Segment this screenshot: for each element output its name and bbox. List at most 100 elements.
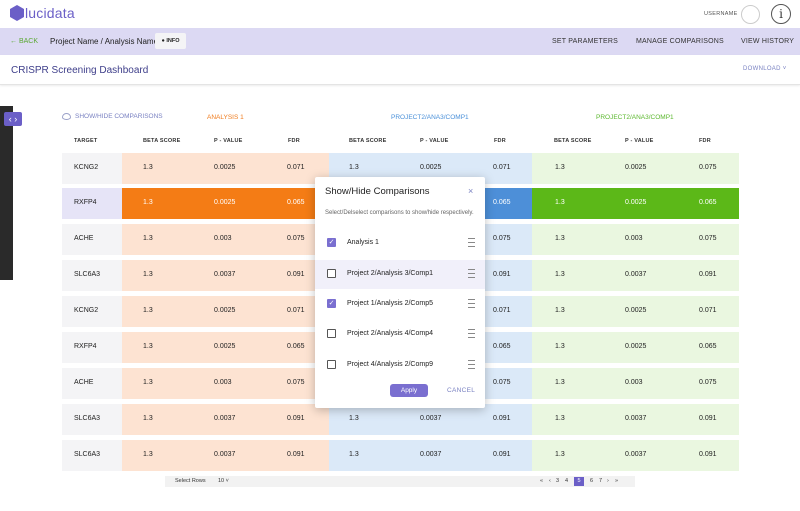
cancel-button[interactable]: CANCEL [447, 387, 476, 394]
cell-value: 1.3 [555, 415, 565, 422]
comparison-item[interactable]: ✓ Project 1/Analysis 2/Comp5 [315, 290, 485, 319]
checkbox-checked[interactable]: ✓ [327, 238, 336, 247]
cell-value: 0.0037 [625, 271, 647, 278]
cell-value: 1.3 [349, 451, 359, 458]
page-button[interactable]: 7 [599, 478, 603, 484]
dialog-description: Select/Delselect comparisons to show/hid… [325, 210, 474, 216]
column-header[interactable]: P - VALUE [625, 138, 654, 144]
drag-handle-icon[interactable] [468, 238, 475, 248]
comparison-label: Project 2/Analysis 3/Comp1 [347, 270, 433, 277]
cell-value: 1.3 [143, 235, 153, 242]
comparison-item[interactable]: Project 2/Analysis 3/Comp1 [315, 260, 485, 289]
column-header[interactable]: TARGET [74, 138, 98, 144]
page-button[interactable]: 3 [556, 478, 560, 484]
cell-value: 0.0025 [625, 199, 647, 206]
table-row[interactable]: SLC6A3 1.3 0.0037 0.091 1.3 0.0037 0.091 1.3 0.0… [62, 404, 739, 435]
cell-value: 0.0025 [214, 164, 236, 171]
drag-handle-icon[interactable] [468, 360, 475, 370]
column-header[interactable]: BETA SCORE [554, 138, 592, 144]
nav-bar: ← BACK Project Name / Analysis Name ● IN… [0, 28, 800, 55]
avatar[interactable] [741, 5, 760, 24]
value-cell: 0.0025 [191, 188, 259, 219]
value-cell: 1.3 [122, 368, 191, 399]
cell-value: 1.3 [143, 415, 153, 422]
target-cell: RXFP4 [62, 188, 122, 219]
first-page-button[interactable]: « [540, 478, 544, 484]
cell-value: 0.065 [699, 343, 717, 350]
value-cell: 1.3 [122, 404, 191, 435]
info-button[interactable]: ● INFO [155, 33, 186, 49]
drag-handle-icon[interactable] [468, 299, 475, 309]
group-header-comparison-green: PROJECT2/ANA3/COMP1 [596, 114, 674, 121]
cell-value: 1.3 [555, 271, 565, 278]
value-cell: 0.003 [600, 224, 669, 255]
value-cell: 1.3 [532, 332, 600, 363]
value-cell: 0.0037 [600, 440, 669, 471]
checkbox[interactable] [327, 329, 336, 338]
panel-toggle-button[interactable]: ‹ › [4, 112, 22, 126]
cell-value: 0.0025 [420, 164, 442, 171]
column-header[interactable]: FDR [699, 138, 711, 144]
value-cell: 1.3 [532, 440, 600, 471]
cell-value: 0.091 [287, 451, 305, 458]
back-link[interactable]: ← BACK [10, 38, 39, 45]
logo[interactable]: lucidata [10, 5, 75, 21]
rows-per-page-select[interactable]: 10 ˅ [218, 478, 229, 484]
page-button[interactable]: 6 [590, 478, 594, 484]
cell-value: 1.3 [143, 343, 153, 350]
top-header: lucidata USERNAME i [0, 0, 800, 28]
page-button-active[interactable]: 5 [574, 477, 584, 486]
next-page-button[interactable]: › [607, 478, 609, 484]
last-page-button[interactable]: » [615, 478, 619, 484]
column-header[interactable]: P - VALUE [214, 138, 243, 144]
comparison-item[interactable]: Project 2/Analysis 4/Comp4 [315, 320, 485, 349]
page-button[interactable]: 4 [565, 478, 569, 484]
cell-value: 1.3 [143, 199, 153, 206]
table-row[interactable]: SLC6A3 1.3 0.0037 0.091 1.3 0.0037 0.091 1.3 0.0… [62, 440, 739, 471]
cell-value: 0.075 [699, 379, 717, 386]
title-bar: CRISPR Screening Dashboard DOWNLOAD ˅ [0, 55, 800, 85]
manage-comparisons-link[interactable]: MANAGE COMPARISONS [636, 38, 724, 45]
comparison-label: Project 1/Analysis 2/Comp5 [347, 300, 433, 307]
table-row[interactable]: SLC6A3 1.3 0.0037 0.091 0.091 1.3 0.0037 0.091 [62, 260, 739, 291]
checkbox-checked[interactable]: ✓ [327, 299, 336, 308]
value-cell: 0.091 [465, 440, 532, 471]
download-dropdown[interactable]: DOWNLOAD ˅ [743, 66, 787, 72]
comparison-item[interactable]: Project 4/Analysis 2/Comp9 [315, 351, 485, 380]
value-cell: 0.0037 [395, 404, 465, 435]
value-cell: 0.0025 [600, 153, 669, 184]
cell-value: 1.3 [555, 451, 565, 458]
cell-value: 1.3 [143, 379, 153, 386]
cell-value: 0.091 [493, 415, 511, 422]
checkbox[interactable] [327, 360, 336, 369]
cell-value: 0.0037 [625, 415, 647, 422]
select-rows-label: Select Rows [175, 478, 206, 484]
apply-button[interactable]: Apply [390, 384, 428, 397]
value-cell: 0.075 [669, 153, 739, 184]
info-circle-icon[interactable]: i [771, 4, 791, 24]
value-cell: 0.091 [259, 440, 329, 471]
view-history-link[interactable]: VIEW HISTORY [741, 38, 795, 45]
cell-value: 0.071 [287, 164, 305, 171]
cell-value: 0.0037 [214, 271, 236, 278]
set-parameters-link[interactable]: SET PARAMETERS [552, 38, 618, 45]
close-icon[interactable]: × [468, 186, 474, 196]
value-cell: 1.3 [122, 296, 191, 327]
username-label: USERNAME [704, 11, 738, 17]
prev-page-button[interactable]: ‹ [549, 478, 551, 484]
value-cell: 0.091 [465, 404, 532, 435]
target-name: RXFP4 [74, 343, 97, 350]
drag-handle-icon[interactable] [468, 329, 475, 339]
show-hide-comparisons-toggle[interactable]: SHOW/HIDE COMPARISONS [62, 113, 163, 120]
column-header[interactable]: P - VALUE [420, 138, 449, 144]
column-header[interactable]: FDR [494, 138, 506, 144]
column-header[interactable]: BETA SCORE [349, 138, 387, 144]
drag-handle-icon[interactable] [468, 269, 475, 279]
comparison-item[interactable]: ✓ Analysis 1 [315, 229, 485, 258]
cell-value: 0.091 [287, 415, 305, 422]
target-cell: RXFP4 [62, 332, 122, 363]
value-cell: 1.3 [532, 296, 600, 327]
column-header[interactable]: BETA SCORE [143, 138, 181, 144]
checkbox[interactable] [327, 269, 336, 278]
column-header[interactable]: FDR [288, 138, 300, 144]
